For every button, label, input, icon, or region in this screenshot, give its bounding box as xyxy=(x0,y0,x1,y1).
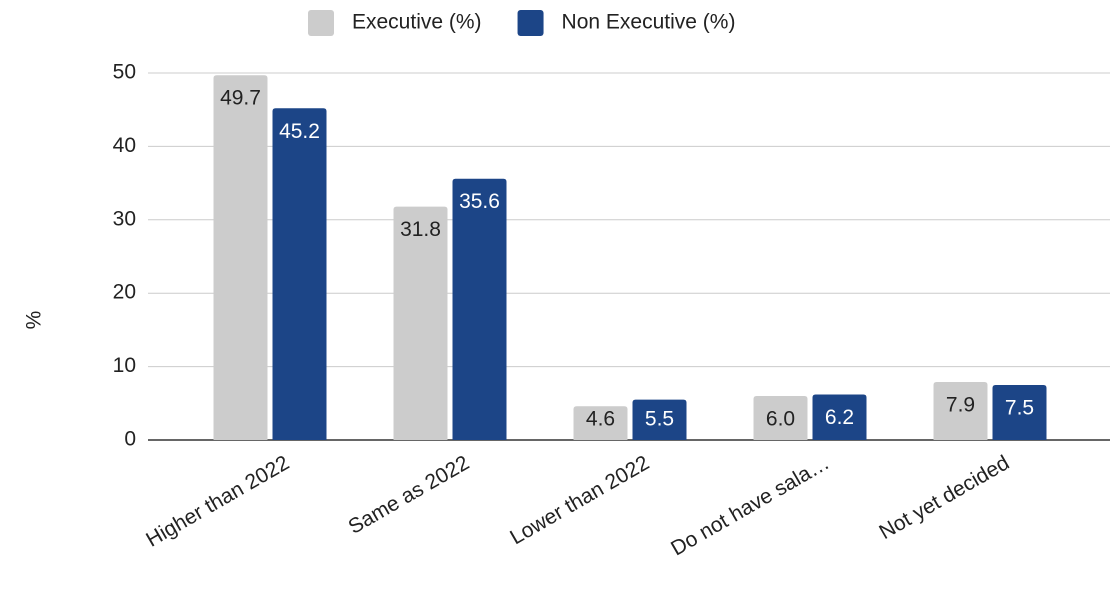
y-tick-label: 40 xyxy=(113,134,136,157)
bar xyxy=(452,178,507,441)
data-label: 5.5 xyxy=(645,408,674,431)
y-tick-label: 50 xyxy=(113,61,136,84)
data-label: 49.7 xyxy=(220,87,261,110)
legend-label: Executive (%) xyxy=(352,11,482,34)
legend-swatch xyxy=(308,10,334,36)
bar xyxy=(573,406,628,440)
bar xyxy=(812,394,867,440)
bar xyxy=(272,108,327,441)
bar xyxy=(933,382,988,440)
y-tick-label: 10 xyxy=(113,354,136,377)
bar xyxy=(753,395,808,440)
x-tick-label: Not yet decided xyxy=(875,451,1013,544)
y-tick-label: 0 xyxy=(124,428,136,451)
bar xyxy=(393,206,448,440)
legend-swatch xyxy=(517,10,544,36)
y-tick-label: 20 xyxy=(113,281,136,304)
bar xyxy=(632,399,687,440)
data-label: 6.0 xyxy=(766,408,795,431)
data-label: 7.5 xyxy=(1005,396,1034,419)
data-label: 6.2 xyxy=(825,406,854,429)
x-tick-label: Lower than 2022 xyxy=(506,451,653,549)
x-tick-label: Same as 2022 xyxy=(344,451,473,539)
y-tick-label: 30 xyxy=(113,207,136,230)
data-label: 45.2 xyxy=(279,120,320,143)
data-label: 4.6 xyxy=(586,408,615,431)
legend-label: Non Executive (%) xyxy=(562,11,736,34)
x-tick-label: Do not have sala… xyxy=(667,451,833,560)
data-label: 31.8 xyxy=(400,218,441,241)
data-label: 35.6 xyxy=(459,190,500,213)
x-tick-label: Higher than 2022 xyxy=(142,451,293,551)
data-label: 7.9 xyxy=(946,394,975,417)
y-axis-label: % xyxy=(23,311,46,330)
bar xyxy=(213,75,268,441)
bar xyxy=(992,384,1047,440)
